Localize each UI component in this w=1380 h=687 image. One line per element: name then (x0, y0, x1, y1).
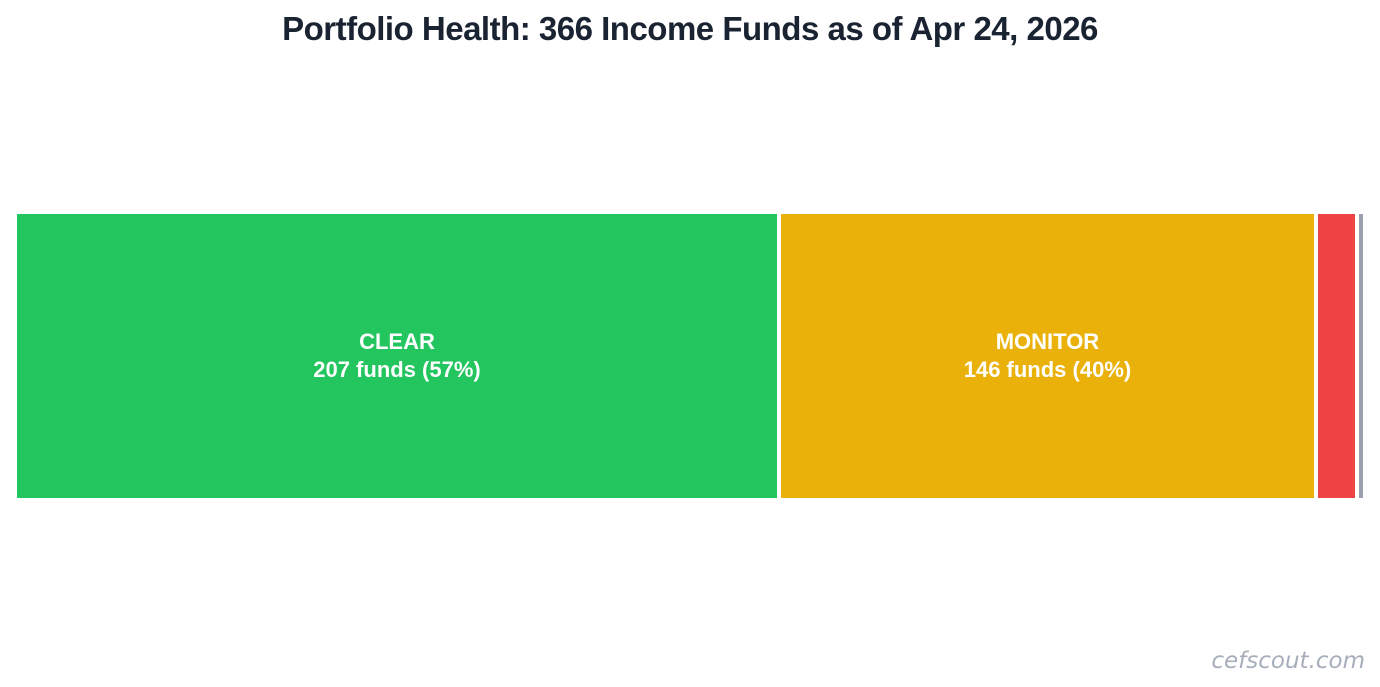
segment-clear-detail: 207 funds (57%) (313, 357, 481, 382)
segment-clear-label: CLEAR (359, 329, 435, 354)
segment-monitor-label: MONITOR (995, 329, 1100, 354)
status-bar: CLEAR 207 funds (57%) MONITOR 146 funds … (17, 214, 1364, 498)
segment-remainder (1359, 214, 1364, 498)
segment-monitor-detail: 146 funds (40%) (963, 357, 1132, 382)
segment-clear: CLEAR 207 funds (57%) (17, 214, 777, 498)
segment-monitor: MONITOR 146 funds (40%) (780, 214, 1314, 498)
chart-title: Portfolio Health: 366 Income Funds as of… (282, 10, 1098, 47)
segment-alert (1317, 214, 1355, 498)
watermark: cefscout.com (1211, 648, 1365, 674)
